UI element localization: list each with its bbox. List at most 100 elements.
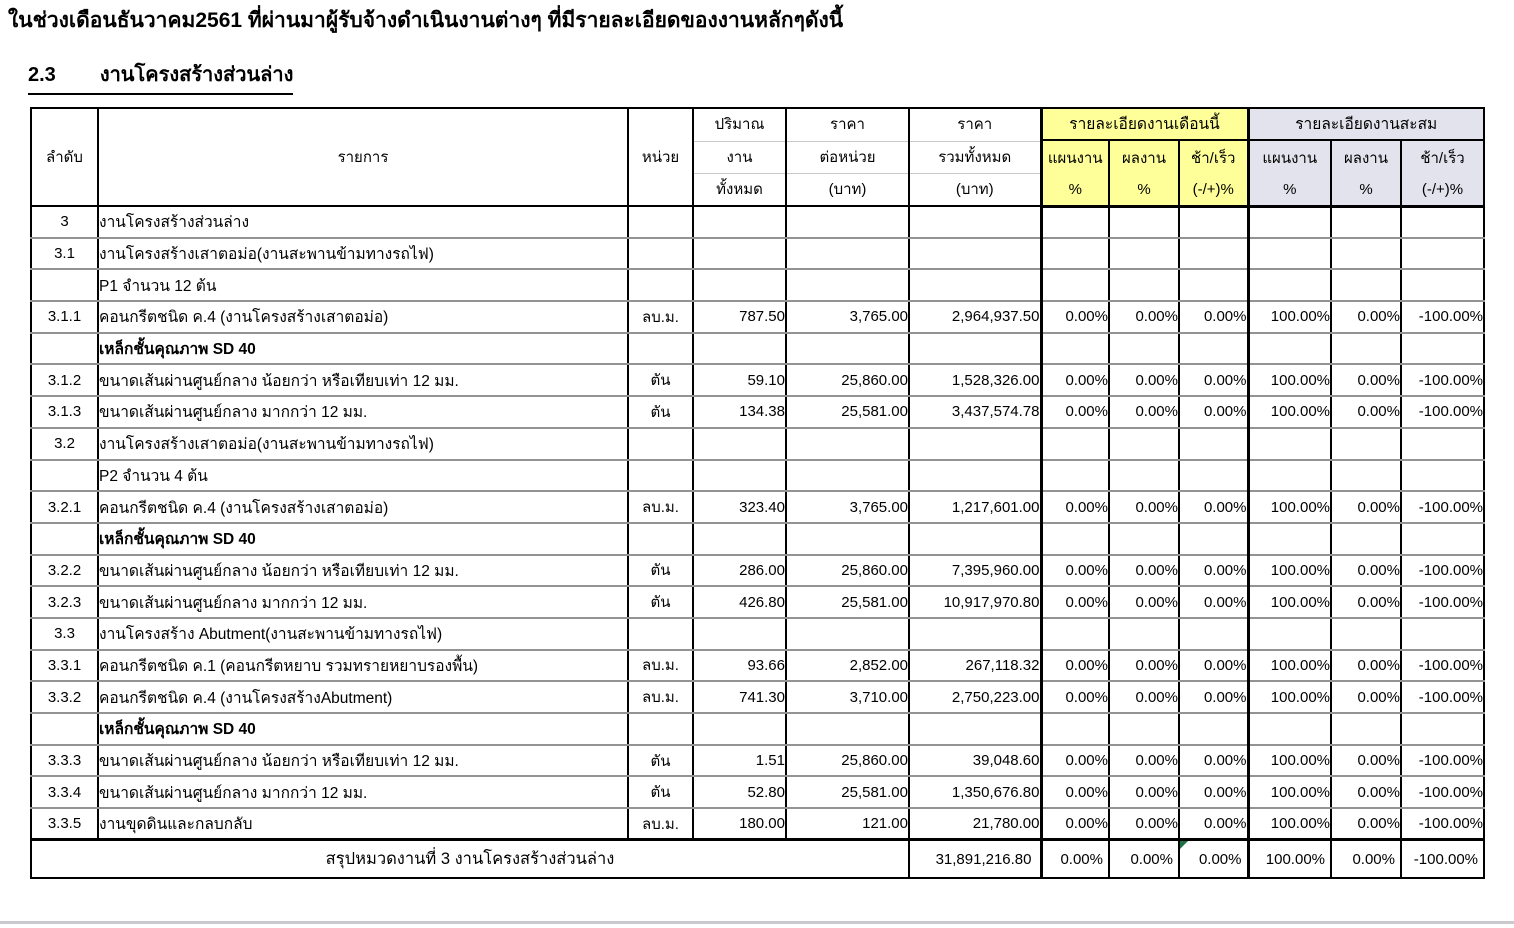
cell-cum-plan: 100.00%	[1246, 300, 1332, 334]
cell-cum-actual: 0.00%	[1330, 363, 1402, 398]
cell-total-price: 1,528,326.00	[908, 363, 1042, 398]
cell-no	[30, 712, 99, 746]
table-row: 3.2 งานโครงสร้างเสาตอม่อ(งานสะพานข้ามทางร…	[30, 426, 1486, 461]
cell-month-plan: 0.00%	[1039, 743, 1110, 778]
cell-month-diff	[1178, 712, 1249, 746]
cell-unit: ตัน	[627, 775, 694, 810]
cell-total-price: 1,217,601.00	[908, 490, 1042, 524]
cell-month-actual: 0.00%	[1108, 743, 1180, 778]
table-row: 3.1.2 ขนาดเส้นผ่านศูนย์กลาง น้อยกว่า หรือ…	[30, 363, 1486, 398]
cell-cum-plan: 100.00%	[1246, 807, 1332, 841]
header-unit-price-line3: (บาท)	[788, 173, 907, 204]
cell-month-plan: 0.00%	[1039, 363, 1110, 398]
cell-month-plan	[1039, 426, 1110, 461]
table-row: 3.2.3 ขนาดเส้นผ่านศูนย์กลาง มากกว่า 12 มม…	[30, 585, 1486, 619]
cell-cum-diff: -100.00%	[1399, 553, 1486, 588]
cell-unit: ลบ.ม.	[627, 300, 694, 334]
cell-cum-actual	[1330, 521, 1402, 556]
summary-cum-plan: 100.00%	[1246, 838, 1332, 879]
header-month-diff-line1: ช้า/เร็ว	[1191, 149, 1236, 167]
summary-month-plan: 0.00%	[1039, 838, 1110, 879]
cell-month-plan: 0.00%	[1039, 680, 1110, 714]
cell-unit-price: 25,581.00	[785, 395, 910, 429]
cell-month-actual: 0.00%	[1108, 395, 1180, 429]
cell-no: 3.2.3	[30, 585, 99, 619]
cell-total-price: 7,395,960.00	[908, 553, 1042, 588]
cell-total-price	[908, 236, 1042, 271]
cell-unit-price	[785, 205, 910, 239]
header-total-price: ราคา รวมทั้งหมด (บาท)	[908, 107, 1042, 207]
cell-item: งานโครงสร้างเสาตอม่อ(งานสะพานข้ามทางรถไฟ…	[97, 426, 629, 461]
cell-month-diff	[1178, 205, 1249, 239]
cell-item: คอนกรีตชนิด ค.4 (งานโครงสร้างAbutment)	[97, 680, 629, 714]
cell-cum-diff	[1399, 426, 1486, 461]
cell-month-diff: 0.00%	[1178, 648, 1249, 683]
cell-cum-actual	[1330, 331, 1402, 366]
header-unit: หน่วย	[627, 107, 694, 207]
header-no: ลำดับ	[30, 107, 99, 207]
cell-unit	[627, 426, 694, 461]
cell-no: 3.3.5	[30, 807, 99, 841]
cell-month-actual: 0.00%	[1108, 775, 1180, 810]
cell-no: 3.1.1	[30, 300, 99, 334]
cell-cum-diff: -100.00%	[1399, 490, 1486, 524]
cell-unit	[627, 236, 694, 271]
cell-unit: ลบ.ม.	[627, 807, 694, 841]
table-row: เหล็กชั้นคุณภาพ SD 40	[30, 521, 1486, 556]
cell-month-plan	[1039, 712, 1110, 746]
cell-cum-actual: 0.00%	[1330, 807, 1402, 841]
summary-month-actual: 0.00%	[1108, 838, 1180, 879]
cell-no	[30, 521, 99, 556]
cell-no: 3.1	[30, 236, 99, 271]
section-number: 2.3	[28, 64, 56, 86]
cell-month-actual	[1108, 205, 1180, 239]
cell-month-diff: 0.00%	[1178, 807, 1249, 841]
cell-total-price	[908, 426, 1042, 461]
table-row: 3.1.1 คอนกรีตชนิด ค.4 (งานโครงสร้างเสาตอม…	[30, 300, 1486, 334]
header-cum-diff-line1: ช้า/เร็ว	[1420, 149, 1465, 167]
cell-total-price: 1,350,676.80	[908, 775, 1042, 810]
cell-cum-plan: 100.00%	[1246, 490, 1332, 524]
summary-row: สรุปหมวดงานที่ 3 งานโครงสร้างส่วนล่าง 31…	[30, 838, 1486, 879]
cell-item: คอนกรีตชนิด ค.4 (งานโครงสร้างเสาตอม่อ)	[97, 300, 629, 334]
table-row: 3.2.1 คอนกรีตชนิด ค.4 (งานโครงสร้างเสาตอม…	[30, 490, 1486, 524]
cell-cum-diff: -100.00%	[1399, 363, 1486, 398]
summary-total-price: 31,891,216.80	[908, 838, 1042, 879]
cell-cum-actual: 0.00%	[1330, 490, 1402, 524]
cell-cum-actual	[1330, 268, 1402, 303]
cell-month-diff: 0.00%	[1178, 300, 1249, 334]
cell-item: ขนาดเส้นผ่านศูนย์กลาง น้อยกว่า หรือเทียบ…	[97, 743, 629, 778]
section-heading: 2.3 งานโครงสร้างส่วนล่าง	[28, 58, 294, 95]
cell-no	[30, 268, 99, 303]
table-row: 3.3.3 ขนาดเส้นผ่านศูนย์กลาง น้อยกว่า หรือ…	[30, 743, 1486, 778]
cell-no	[30, 458, 99, 493]
table-row: 3.3.1 คอนกรีตชนิด ค.1 (คอนกรีตหยาบ รวมทรา…	[30, 648, 1486, 683]
cell-cum-plan	[1246, 458, 1332, 493]
cell-cum-plan	[1246, 426, 1332, 461]
cell-qty	[692, 236, 787, 271]
cell-month-plan: 0.00%	[1039, 300, 1110, 334]
cell-cum-actual: 0.00%	[1330, 553, 1402, 588]
table-row: 3 งานโครงสร้างส่วนล่าง	[30, 205, 1486, 239]
table-row: P2 จำนวน 4 ต้น	[30, 458, 1486, 493]
cell-total-price: 39,048.60	[908, 743, 1042, 778]
cell-month-diff: 0.00%	[1178, 490, 1249, 524]
cell-no: 3.1.3	[30, 395, 99, 429]
cell-total-price: 2,964,937.50	[908, 300, 1042, 334]
cell-cum-plan: 100.00%	[1246, 585, 1332, 619]
cell-cum-diff	[1399, 712, 1486, 746]
cell-month-diff: 0.00%	[1178, 553, 1249, 588]
cell-month-actual: 0.00%	[1108, 680, 1180, 714]
cell-month-actual	[1108, 458, 1180, 493]
cell-unit-price: 25,860.00	[785, 743, 910, 778]
cell-qty: 93.66	[692, 648, 787, 683]
cell-unit	[627, 712, 694, 746]
cell-month-diff: 0.00%	[1178, 775, 1249, 810]
table-row: P1 จำนวน 12 ต้น	[30, 268, 1486, 303]
cell-cum-plan: 100.00%	[1246, 680, 1332, 714]
cell-unit	[627, 331, 694, 366]
table-row: 3.3 งานโครงสร้าง Abutment(งานสะพานข้ามทาง…	[30, 616, 1486, 651]
summary-cum-actual: 0.00%	[1330, 838, 1402, 879]
cell-cum-plan: 100.00%	[1246, 553, 1332, 588]
cell-item: งานโครงสร้างส่วนล่าง	[97, 205, 629, 239]
